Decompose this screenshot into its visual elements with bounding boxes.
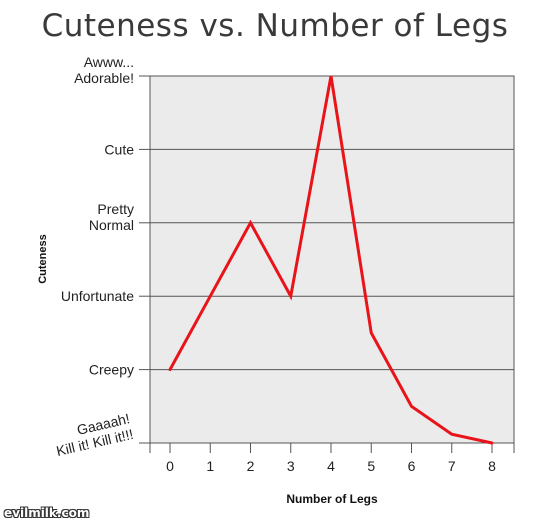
x-tick-label: 3 [287, 458, 295, 474]
y-tick-label: Adorable! [74, 70, 134, 86]
x-tick-label: 1 [206, 458, 214, 474]
x-tick-label: 0 [166, 458, 174, 474]
x-tick-label: 5 [367, 458, 375, 474]
y-tick-label-group: Unfortunate [61, 288, 134, 304]
x-tick-label: 7 [448, 458, 456, 474]
y-tick-label: Normal [89, 217, 134, 233]
chart-title: Cuteness vs. Number of Legs [41, 8, 509, 44]
x-tick-label: 2 [247, 458, 255, 474]
y-tick-label: Awww... [84, 54, 134, 70]
x-tick-label: 8 [488, 458, 496, 474]
y-tick-label-group: Awww...Adorable! [74, 54, 134, 86]
x-axis-label: Number of Legs [286, 492, 378, 506]
x-tick-label: 6 [408, 458, 416, 474]
y-tick-label-group: Creepy [89, 362, 134, 378]
y-tick-label: Creepy [89, 362, 134, 378]
y-axis-label: Cuteness [37, 234, 49, 284]
y-tick-label-group: Cute [104, 141, 134, 157]
y-tick-label-group: Gaaaah!Kill it! Kill it!!! [55, 410, 135, 459]
series-line [168, 75, 494, 445]
y-tick-label: Pretty [97, 201, 134, 217]
y-tick-label: Unfortunate [61, 288, 134, 304]
plot-background [149, 75, 515, 444]
x-tick-label: 4 [327, 458, 335, 474]
y-tick-label: Cute [104, 141, 134, 157]
watermark: evilmilk.com [4, 506, 90, 520]
